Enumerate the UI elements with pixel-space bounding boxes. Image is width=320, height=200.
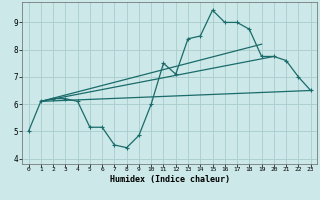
X-axis label: Humidex (Indice chaleur): Humidex (Indice chaleur)	[110, 175, 230, 184]
